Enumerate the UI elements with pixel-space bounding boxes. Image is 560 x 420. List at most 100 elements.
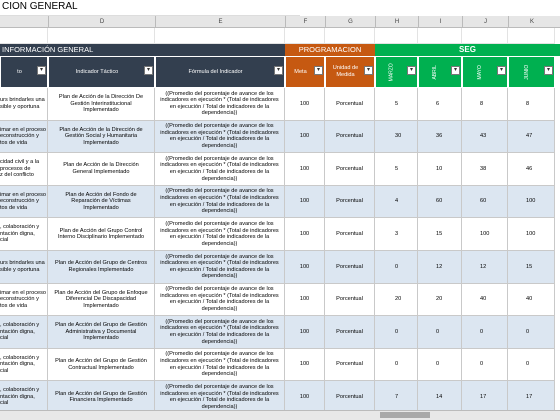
strategy-cell: , colaboración y ntación digna, cial — [0, 218, 48, 251]
unit-cell: Porcentual — [325, 120, 375, 154]
strategy-line: urs brindarles una — [0, 97, 45, 104]
filter-button[interactable]: ▾ — [497, 66, 506, 75]
formula-cell: ((Promedio del porcentaje de avance de l… — [155, 251, 285, 284]
month-value: 0 — [462, 348, 508, 382]
cell — [418, 28, 462, 44]
strategy-line: z del conflicto — [0, 172, 34, 179]
strategy-line: tos de vida — [0, 139, 28, 146]
strategy-line: imar en el proceso — [0, 126, 47, 133]
strategy-line: sible y oportuna — [0, 266, 40, 273]
meta-cell: 100 — [285, 283, 325, 317]
strategy-line: econstrucción y — [0, 198, 39, 205]
strategy-line: ntación digna, — [0, 361, 35, 368]
meta-cell: 100 — [285, 316, 325, 349]
month-value: 15 — [418, 218, 462, 251]
formula-cell: ((Promedio del porcentaje de avance de l… — [155, 185, 285, 219]
indicator-cell: Plan de Acción del Grupo de Gestión Cont… — [48, 348, 155, 382]
formula-cell: ((Promedio del porcentaje de avance de l… — [155, 283, 285, 317]
month-value: 100 — [508, 185, 555, 219]
month-header: JUNIO — [523, 64, 530, 80]
unit-cell: Porcentual — [325, 218, 375, 251]
unit-cell: Porcentual — [325, 153, 375, 186]
cell — [48, 28, 155, 44]
cell — [0, 28, 48, 44]
month-value: 12 — [418, 251, 462, 284]
meta-cell: 100 — [285, 218, 325, 251]
month-value: 40 — [508, 283, 555, 317]
formula-cell: ((Promedio del porcentaje de avance de l… — [155, 381, 285, 414]
strategy-line: , colaboración y — [0, 224, 40, 231]
month-value: 3 — [375, 218, 418, 251]
section-header: PROGRAMACION — [285, 44, 375, 56]
scroll-thumb[interactable] — [380, 412, 430, 418]
indicator-cell: Plan de Acción del Grupo de Centros Regi… — [48, 251, 155, 284]
filter-button[interactable]: ▾ — [544, 66, 553, 75]
unit-cell: Porcentual — [325, 251, 375, 284]
column-letter: E — [155, 16, 285, 28]
month-value: 0 — [418, 348, 462, 382]
strategy-line: econstrucción y — [0, 296, 39, 303]
meta-cell: 100 — [285, 381, 325, 414]
filter-button[interactable]: ▾ — [451, 66, 460, 75]
meta-cell: 100 — [285, 120, 325, 154]
formula-cell: ((Promedio del porcentaje de avance de l… — [155, 348, 285, 382]
column-letter: G — [325, 16, 375, 28]
column-letter: D — [48, 16, 155, 28]
month-value: 100 — [508, 218, 555, 251]
cell — [325, 28, 375, 44]
cell — [155, 28, 285, 44]
month-value: 0 — [375, 348, 418, 382]
meta-cell: 100 — [285, 348, 325, 382]
month-value: 20 — [375, 283, 418, 317]
month-value: 5 — [375, 88, 418, 121]
filter-button[interactable]: ▾ — [364, 66, 373, 75]
formula-cell: ((Promedio del porcentaje de avance de l… — [155, 88, 285, 121]
cell — [462, 28, 508, 44]
strategy-cell: urs brindarles una sible y oportuna — [0, 251, 48, 284]
filter-button[interactable]: ▾ — [144, 66, 153, 75]
indicator-cell: Plan de Acción del Grupo Control Interno… — [48, 218, 155, 251]
month-value: 8 — [462, 88, 508, 121]
formula-cell: ((Promedio del porcentaje de avance de l… — [155, 218, 285, 251]
column-letter: I — [418, 16, 462, 28]
unit-cell: Porcentual — [325, 283, 375, 317]
month-value: 43 — [462, 120, 508, 154]
month-value: 38 — [462, 153, 508, 186]
month-value: 0 — [508, 348, 555, 382]
strategy-line: cidad civil y a la — [0, 159, 40, 166]
filter-button[interactable]: ▾ — [407, 66, 416, 75]
strategy-line: , colaboración y — [0, 354, 40, 361]
month-value: 15 — [508, 251, 555, 284]
strategy-cell: , colaboración y ntación digna, cial — [0, 316, 48, 349]
month-value: 17 — [462, 381, 508, 414]
strategy-cell: , colaboración y ntación digna, cial — [0, 348, 48, 382]
unit-cell: Porcentual — [325, 316, 375, 349]
strategy-line: procesos de — [0, 165, 31, 172]
meta-cell: 100 — [285, 153, 325, 186]
column-header: Fórmula del Indicador — [155, 56, 285, 88]
filter-button[interactable]: ▾ — [314, 66, 323, 75]
strategy-cell: imar en el proceso econstrucción y tos de … — [0, 120, 48, 154]
unit-cell: Porcentual — [325, 348, 375, 382]
month-value: 0 — [375, 251, 418, 284]
month-header: ABRIL — [432, 64, 439, 80]
filter-button[interactable]: ▾ — [274, 66, 283, 75]
strategy-cell: imar en el proceso econstrucción y tos de … — [0, 185, 48, 219]
strategy-line: sible y oportuna — [0, 103, 40, 110]
filter-button[interactable]: ▾ — [37, 66, 46, 75]
strategy-line: cial — [0, 400, 9, 407]
indicator-cell: Plan de Acción de la Dirección de Gestió… — [48, 120, 155, 154]
formula-cell: ((Promedio del porcentaje de avance de l… — [155, 153, 285, 186]
sheet-title: CION GENERAL — [0, 0, 300, 16]
strategy-line: cial — [0, 367, 9, 374]
month-value: 12 — [462, 251, 508, 284]
strategy-cell: cidad civil y a la procesos de z del confl… — [0, 153, 48, 186]
horizontal-scrollbar[interactable] — [0, 410, 560, 420]
strategy-line: ntación digna, — [0, 393, 35, 400]
column-header-bar — [0, 16, 560, 28]
unit-cell: Porcentual — [325, 88, 375, 121]
cell — [285, 28, 325, 44]
column-letter: J — [462, 16, 508, 28]
month-value: 6 — [418, 88, 462, 121]
month-value: 100 — [462, 218, 508, 251]
